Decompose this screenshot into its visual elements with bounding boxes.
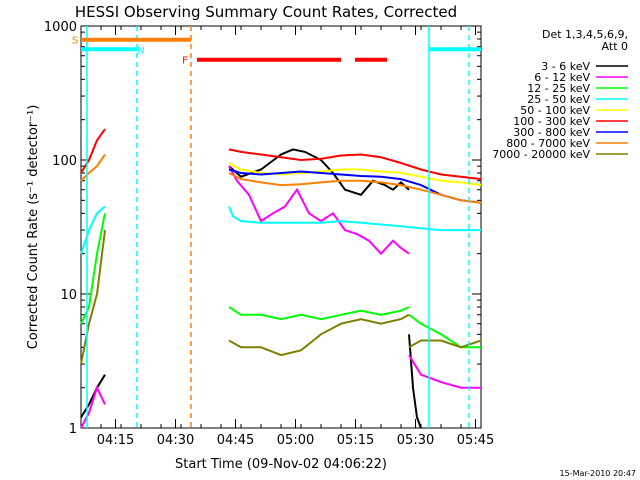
series-line-3-6-kev: [80, 374, 106, 418]
legend-label: 12 - 25 keV: [527, 82, 590, 95]
y-axis-label: Corrected Count Rate (s⁻¹ detector⁻¹): [26, 105, 41, 350]
x-tick-label: 05:15: [337, 433, 374, 448]
legend-label: 3 - 6 keV: [541, 60, 590, 73]
x-axis-label: Start Time (09-Nov-02 04:06:22): [175, 457, 387, 472]
series-line-25-50-kev: [228, 206, 481, 232]
y-tick-label: 1: [69, 422, 77, 437]
legend-label: 50 - 100 keV: [520, 104, 590, 117]
series-line-7000-20000-kev: [80, 229, 106, 365]
flag-label: S: [72, 36, 78, 47]
series-line-6-12-kev: [228, 165, 410, 256]
series-line-6-12-kev: [80, 384, 106, 429]
legend-label: 300 - 800 keV: [513, 126, 590, 139]
flag-label: F: [182, 56, 188, 67]
plot-area: 1 10 100 1000 04:15 04:30 04:45 05:00 05:15 05:30…: [44, 20, 494, 448]
series-line-25-50-kev: [80, 205, 106, 255]
series-line-7000-20000-kev: [228, 313, 410, 357]
series-line-800-7000-kev: [80, 153, 106, 182]
legend-label: 100 - 300 keV: [513, 115, 590, 128]
legend-label: 6 - 12 keV: [534, 71, 590, 84]
legend-header: Det 1,3,4,5,6,9,: [542, 28, 628, 41]
y-tick-label: 10: [60, 288, 77, 303]
series-line-100-300-kev: [80, 128, 106, 174]
series-line-800-7000-kev: [228, 172, 482, 204]
x-tick-label: 04:45: [217, 433, 254, 448]
y-tick-label: 1000: [44, 20, 77, 35]
series-line-12-25-kev: [80, 213, 106, 325]
legend-header: Att 0: [602, 40, 628, 53]
series-line-12-25-kev: [408, 313, 481, 349]
x-tick-label: 05:30: [397, 433, 434, 448]
x-tick-label: 05:45: [457, 433, 494, 448]
x-tick-label: 04:15: [97, 433, 134, 448]
legend-label: 800 - 7000 keV: [506, 137, 590, 150]
series-line-12-25-kev: [228, 306, 410, 321]
chart-title: HESSI Observing Summary Count Rates, Cor…: [75, 3, 457, 21]
legend-label: 7000 - 20000 keV: [492, 148, 590, 161]
x-tick-label: 05:00: [277, 433, 314, 448]
series-line-100-300-kev: [228, 148, 482, 181]
series-line-7000-20000-kev: [408, 339, 482, 349]
series-line-3-6-kev: [408, 334, 422, 429]
legend-label: 25 - 50 keV: [527, 93, 590, 106]
x-tick-label: 04:30: [157, 433, 194, 448]
y-tick-label: 100: [52, 154, 77, 169]
footer-date: 15-Mar-2010 20:47: [560, 469, 637, 478]
series-line-6-12-kev: [408, 354, 481, 389]
flag-label: N: [137, 45, 144, 56]
